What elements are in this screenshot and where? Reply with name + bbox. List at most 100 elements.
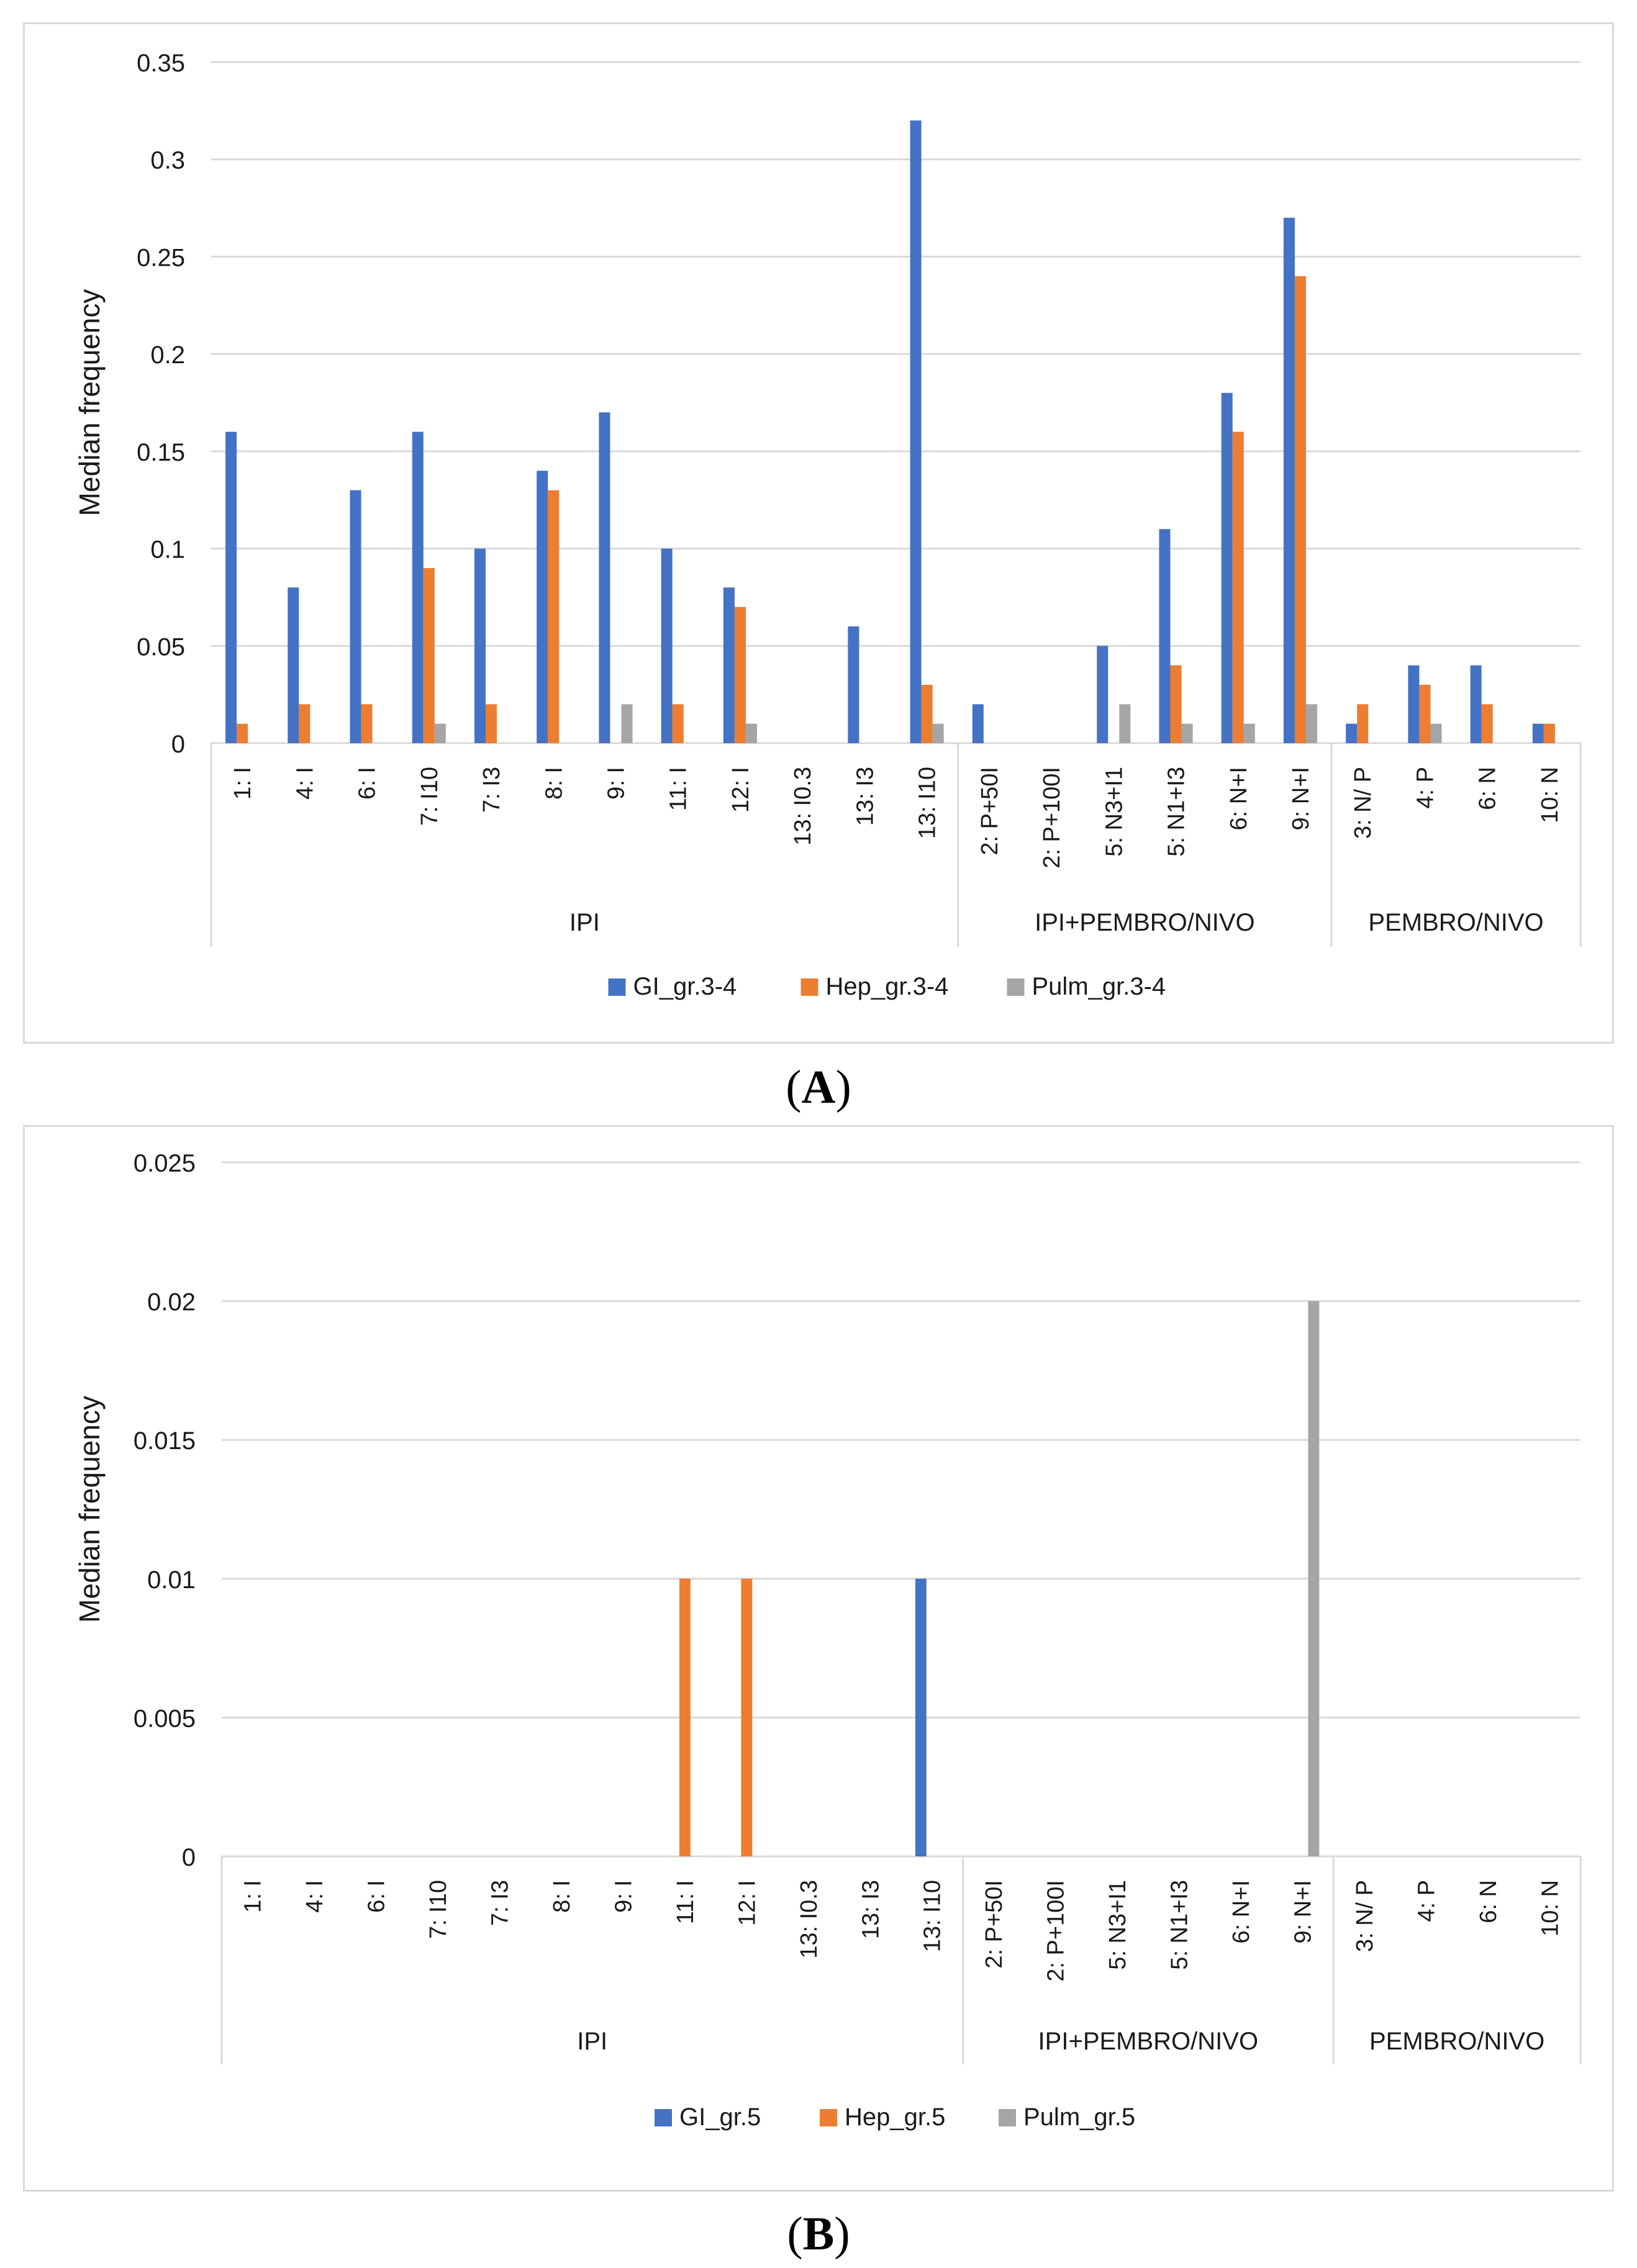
y-tick-label: 0.005 (134, 1705, 196, 1732)
x-tick-label: 13: I10 (920, 1880, 946, 1952)
group-label: IPI (569, 909, 600, 936)
legend-swatch-gi (655, 2109, 672, 2126)
legend-label-pulm: Pulm_gr.3-4 (1032, 973, 1166, 1000)
y-tick-label: 0.15 (137, 439, 185, 466)
group-label: PEMBRO/NIVO (1369, 2028, 1544, 2055)
x-tick-label: 5: N1+I3 (1167, 1880, 1193, 1970)
x-tick-label: 10: N (1537, 767, 1563, 823)
x-tick-label: 5: N3+I1 (1105, 1880, 1131, 1970)
x-tick-label: 4: I (302, 1880, 328, 1913)
bar-gi (1408, 665, 1420, 743)
legend-swatch-gi (608, 978, 626, 996)
bar-gi (1097, 646, 1109, 743)
bar-hep (1543, 723, 1555, 743)
x-tick-label: 11: I (666, 767, 692, 811)
bar-pulm (1308, 1301, 1320, 1856)
group-label: IPI+PEMBRO/NIVO (1038, 2028, 1259, 2055)
caption-b-letter: B (802, 2208, 835, 2260)
x-tick-label: 9: N+I (1290, 1880, 1316, 1943)
group-label: PEMBRO/NIVO (1368, 909, 1543, 936)
legend-label-pulm: Pulm_gr.5 (1023, 2103, 1135, 2131)
x-tick-label: 8: I (541, 767, 567, 800)
x-tick-label: 4: I (292, 767, 318, 800)
x-tick-label: 7: I10 (417, 767, 443, 826)
bar-gi (599, 412, 610, 743)
bar-hep (672, 704, 684, 743)
bar-hep (423, 567, 435, 743)
legend-label-gi: GI_gr.3-4 (633, 973, 737, 1000)
chart-a-svg: 0 0.05 0.1 0.15 0.2 0.25 0.3 0.35 Median frequen… (73, 50, 1582, 1000)
legend-swatch-hep (820, 2109, 837, 2126)
bar-hep (1481, 704, 1493, 743)
bar-gi (474, 548, 486, 743)
y-tick-label: 0.2 (150, 341, 185, 369)
y-axis-label: Median frequency (73, 1396, 106, 1623)
x-tick-label: 13: I3 (852, 767, 878, 826)
x-tick-label: 12: I (734, 1880, 760, 1926)
caption-a-letter: A (801, 1061, 836, 1113)
bar-pulm (434, 723, 446, 743)
x-tick-label: 1: I (230, 767, 256, 800)
x-tick-label: 11: I (673, 1880, 699, 1924)
bar-pulm (932, 723, 944, 743)
x-tick-label: 3: N/ P (1350, 767, 1376, 839)
bar-gi (1470, 665, 1482, 743)
bar-hep (361, 704, 373, 743)
x-tick-label: 10: N (1537, 1880, 1563, 1936)
bar-gi (661, 548, 673, 743)
bar-hep (486, 704, 497, 743)
legend-swatch-pulm (999, 2109, 1016, 2126)
chart-b-svg: 0 0.005 0.01 0.015 0.02 0.025 Median frequency… (73, 1150, 1582, 2131)
x-tick-label: 4: P (1412, 767, 1438, 809)
bar-gi (288, 587, 299, 743)
chart-panel-b: 0 0.005 0.01 0.015 0.02 0.025 Median frequency… (23, 1125, 1614, 2192)
group-label: IPI+PEMBRO/NIVO (1035, 909, 1255, 936)
bar-gi (1159, 529, 1171, 743)
x-tick-label: 2: P+100I (1043, 1880, 1069, 1982)
bar-gi (1532, 723, 1544, 743)
y-tick-label: 0.05 (137, 633, 185, 661)
x-tick-label: 9: N+I (1288, 767, 1314, 830)
bar-hep (237, 723, 248, 743)
legend-label-hep: Hep_gr.5 (845, 2103, 945, 2131)
x-tick-label: 6: I (355, 767, 381, 800)
x-tick-label: 7: I3 (487, 1880, 514, 1926)
bar-pulm (1181, 723, 1193, 743)
x-tick-label: 6: N (1475, 767, 1501, 810)
bar-hep (1419, 684, 1431, 743)
bar-gi (972, 704, 984, 743)
bar-gi (1283, 217, 1295, 743)
x-tick-label: 2: P+50I (977, 767, 1003, 856)
bar-hep (679, 1578, 691, 1856)
x-tick-label: 3: N/ P (1352, 1880, 1378, 1952)
bar-gi (910, 120, 922, 743)
bar-gi (915, 1578, 927, 1856)
bar-hep (741, 1578, 753, 1856)
bar-pulm (1305, 704, 1318, 743)
bar-hep (1357, 704, 1369, 743)
bar-hep (1294, 276, 1306, 743)
legend-label-hep: Hep_gr.3-4 (826, 973, 949, 1000)
bar-pulm (745, 723, 757, 743)
y-tick-label: 0 (171, 731, 185, 758)
bar-gi (412, 431, 424, 743)
y-tick-label: 0.02 (147, 1289, 196, 1316)
y-tick-label: 0.1 (150, 536, 185, 564)
y-tick-label: 0.01 (147, 1566, 196, 1594)
y-tick-label: 0 (182, 1844, 196, 1871)
x-tick-label: 5: N3+I1 (1101, 767, 1127, 857)
bar-hep (299, 704, 311, 743)
x-tick-label: 4: P (1413, 1880, 1440, 1922)
x-tick-label: 2: P+50I (981, 1880, 1007, 1969)
x-tick-label: 13: I0.3 (796, 1880, 822, 1959)
caption-a: (A) (786, 1061, 851, 1113)
x-tick-label: 13: I10 (915, 767, 941, 839)
x-tick-label: 8: I (549, 1880, 575, 1913)
x-tick-label: 2: P+100I (1039, 767, 1065, 869)
caption-b: (B) (787, 2208, 850, 2260)
x-tick-label: 9: I (610, 1880, 637, 1913)
bar-hep (734, 607, 746, 743)
y-tick-label: 0.015 (134, 1427, 196, 1455)
bar-gi (350, 490, 361, 743)
x-tick-label: 13: I3 (858, 1880, 884, 1939)
